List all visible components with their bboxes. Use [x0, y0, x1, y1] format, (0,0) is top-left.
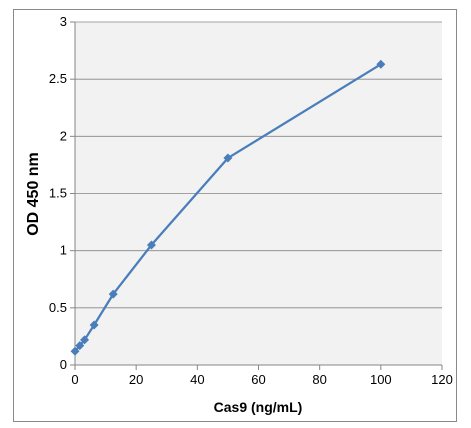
x-tick-label: 0: [71, 372, 78, 387]
y-axis-title: OD 450 nm: [25, 152, 42, 236]
data-point-marker: [223, 153, 233, 163]
data-point-marker: [376, 59, 386, 69]
y-tick-label: 3: [60, 14, 67, 29]
x-tick-label: 120: [431, 372, 453, 387]
x-tick-label: 60: [251, 372, 265, 387]
y-tick-label: 0: [60, 357, 67, 372]
data-point-marker: [108, 289, 118, 299]
x-tick-label: 100: [370, 372, 392, 387]
x-axis-title: Cas9 (ng/mL): [214, 399, 303, 415]
y-tick-label: 1.5: [49, 186, 67, 201]
gridlines: [75, 21, 442, 309]
y-tick-label: 0.5: [49, 300, 67, 315]
y-tick-label: 2.5: [49, 71, 67, 86]
data-point-marker: [75, 341, 85, 351]
data-point-marker: [146, 240, 156, 250]
y-tick-label: 1: [60, 243, 67, 258]
x-tick-labels: 0 20 40 60 80 100 120: [71, 372, 452, 387]
x-tick-label: 80: [312, 372, 326, 387]
data-point-marker: [80, 335, 90, 345]
data-point-marker: [89, 320, 99, 330]
y-tick-label: 2: [60, 128, 67, 143]
axes: [70, 21, 443, 370]
data-point-marker: [70, 346, 80, 356]
y-tick-labels: 0 0.5 1 1.5 2 2.5 3: [49, 14, 67, 372]
x-tick-label: 20: [129, 372, 143, 387]
data-series: [70, 59, 386, 356]
x-tick-label: 40: [190, 372, 204, 387]
